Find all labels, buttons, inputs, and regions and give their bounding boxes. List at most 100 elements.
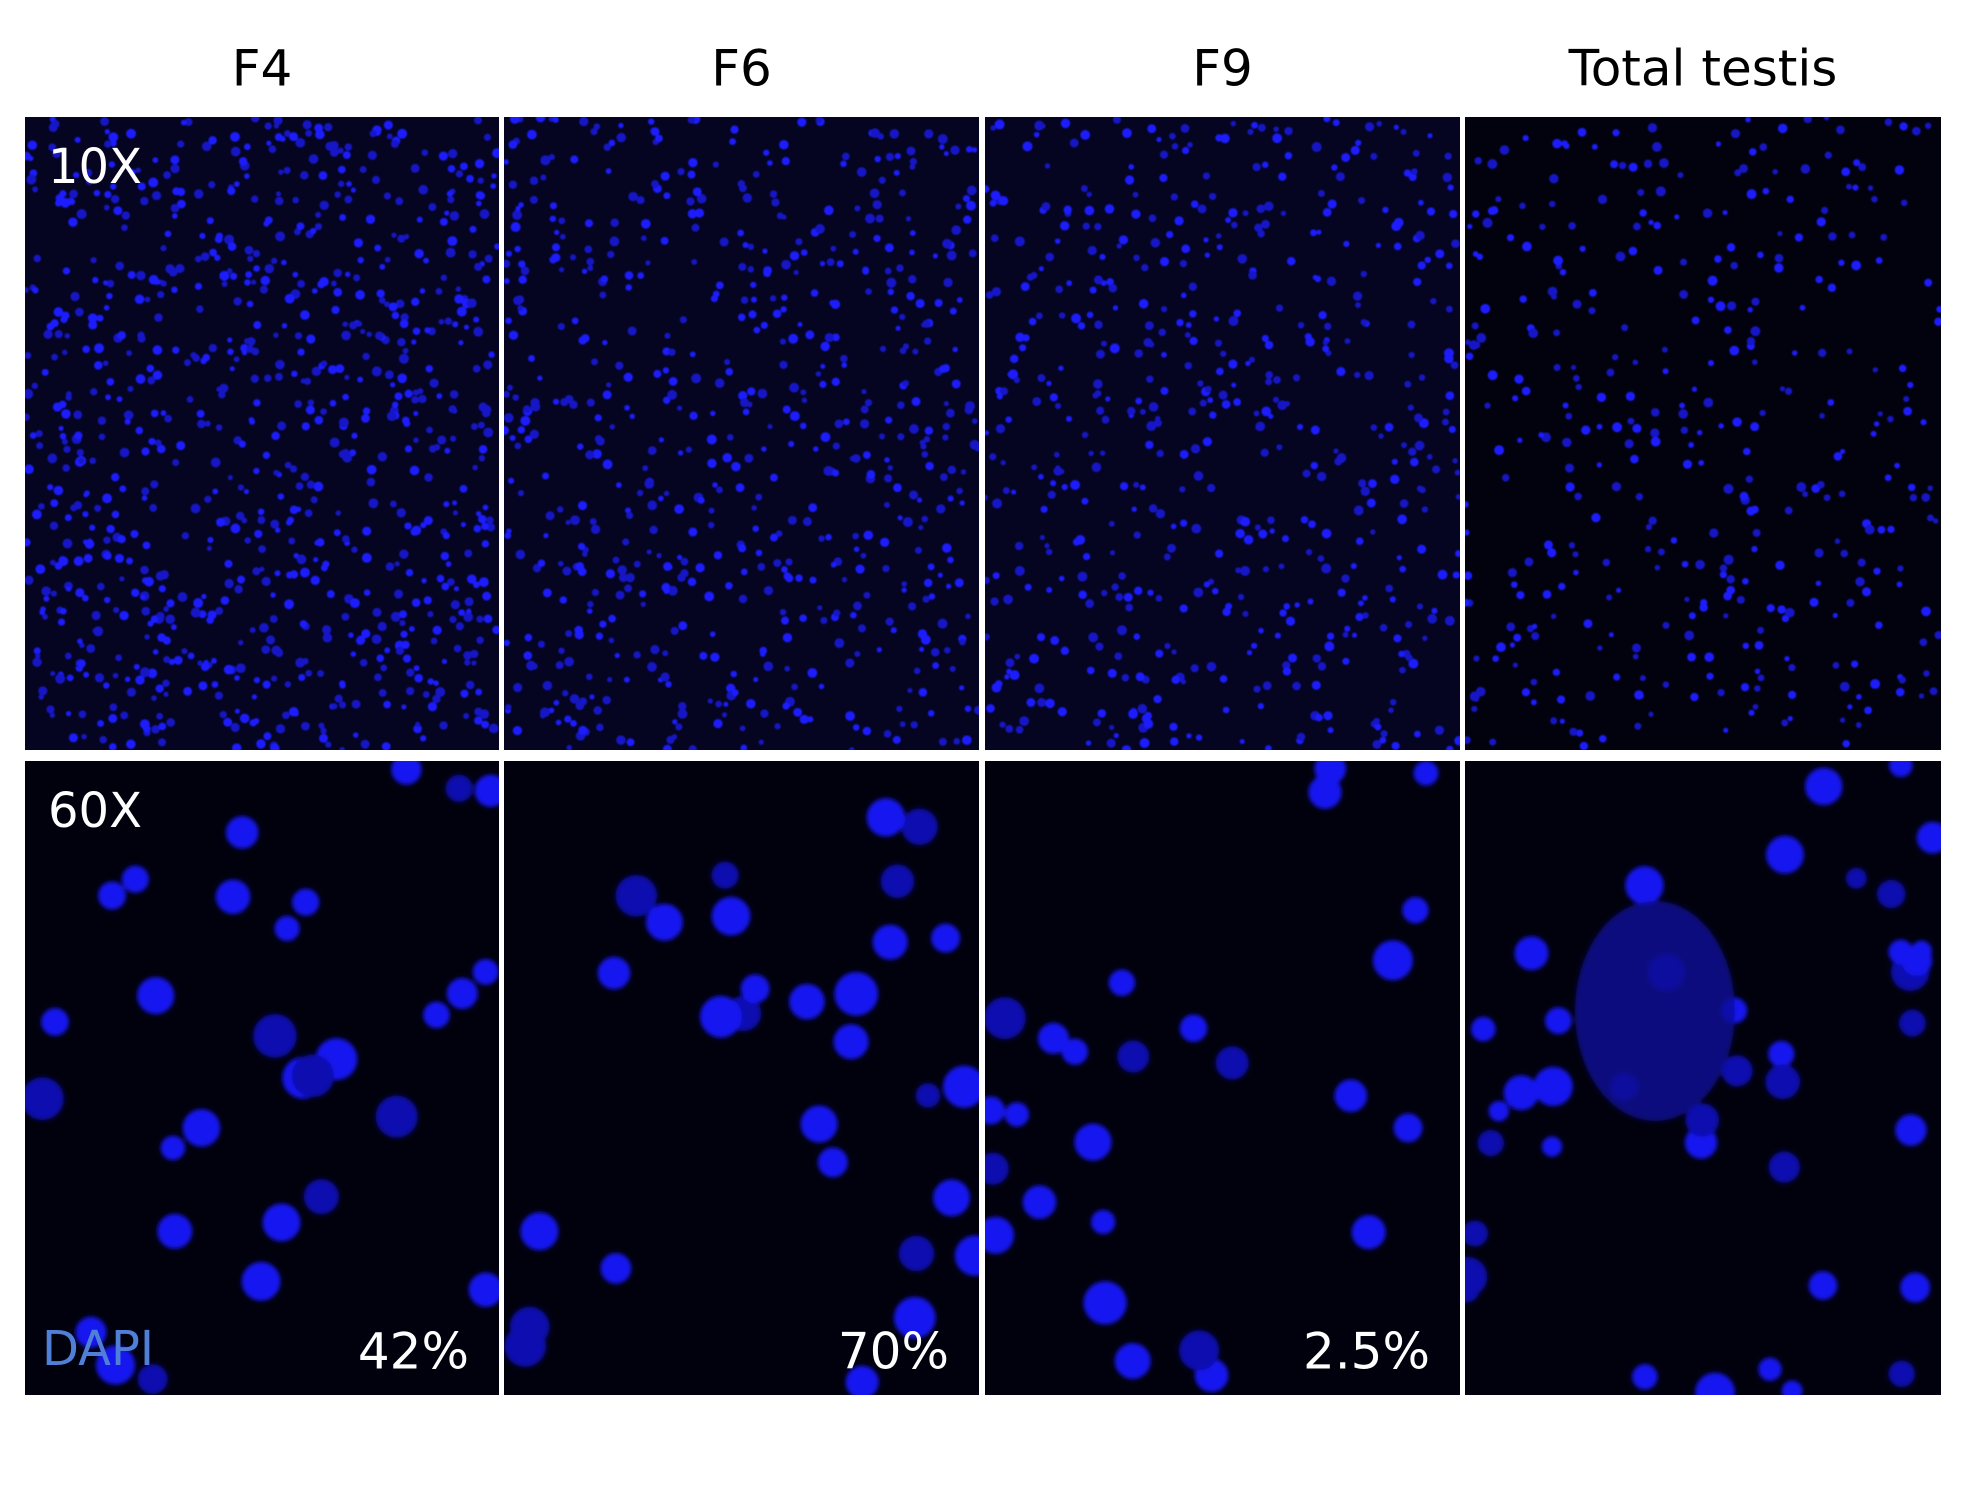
nucleus bbox=[1726, 585, 1736, 595]
nucleus bbox=[346, 181, 352, 187]
nucleus bbox=[925, 461, 934, 471]
nucleus bbox=[1343, 240, 1350, 248]
nucleus bbox=[1487, 159, 1498, 170]
nucleus bbox=[1559, 268, 1567, 276]
nucleus bbox=[1480, 303, 1491, 314]
nucleus bbox=[1135, 397, 1143, 405]
nucleus bbox=[264, 263, 274, 274]
nucleus bbox=[1688, 442, 1694, 448]
nucleus bbox=[1399, 565, 1407, 573]
nucleus bbox=[313, 481, 324, 492]
nucleus bbox=[82, 345, 90, 354]
nucleus bbox=[481, 522, 489, 531]
nucleus bbox=[300, 171, 309, 180]
nucleus bbox=[1681, 560, 1689, 568]
nucleus bbox=[141, 487, 150, 496]
nucleus bbox=[651, 180, 659, 188]
nucleus bbox=[738, 391, 748, 401]
nucleus bbox=[257, 516, 266, 524]
nucleus bbox=[1419, 486, 1426, 494]
nucleus bbox=[1286, 256, 1296, 266]
nucleus bbox=[1190, 200, 1199, 209]
nucleus bbox=[1256, 204, 1266, 214]
nucleus bbox=[1766, 604, 1775, 613]
nucleus bbox=[170, 203, 180, 213]
nucleus bbox=[338, 417, 349, 428]
nucleus bbox=[445, 774, 473, 802]
nucleus bbox=[262, 1203, 301, 1242]
stain-label: DAPI bbox=[42, 1321, 154, 1377]
nucleus bbox=[1284, 151, 1293, 160]
nucleus bbox=[906, 291, 915, 301]
nucleus bbox=[1550, 717, 1558, 725]
nucleus bbox=[1877, 525, 1886, 534]
nucleus bbox=[559, 233, 566, 240]
nucleus bbox=[1272, 396, 1279, 403]
nucleus bbox=[483, 360, 493, 370]
nucleus bbox=[742, 193, 752, 203]
nucleus bbox=[515, 549, 526, 560]
nucleus bbox=[483, 133, 492, 141]
nucleus bbox=[647, 446, 657, 455]
nucleus bbox=[244, 537, 251, 544]
nucleus bbox=[571, 317, 579, 325]
nucleus bbox=[360, 739, 370, 749]
nucleus bbox=[135, 167, 141, 174]
nucleus bbox=[942, 238, 952, 249]
nucleus bbox=[833, 1024, 869, 1060]
nucleus bbox=[895, 325, 901, 331]
nucleus bbox=[1846, 348, 1853, 355]
nucleus bbox=[1049, 393, 1058, 402]
nucleus bbox=[314, 223, 322, 231]
nucleus bbox=[570, 515, 580, 526]
nucleus bbox=[647, 500, 658, 511]
nucleus bbox=[1591, 513, 1601, 523]
nucleus bbox=[1245, 360, 1251, 367]
nucleus bbox=[1919, 638, 1928, 647]
nucleus bbox=[1702, 208, 1713, 219]
nucleus bbox=[148, 437, 156, 445]
nucleus bbox=[1757, 626, 1765, 634]
nucleus bbox=[74, 431, 83, 440]
nucleus bbox=[42, 613, 48, 620]
nucleus bbox=[645, 903, 683, 941]
nucleus bbox=[439, 721, 448, 730]
nucleus bbox=[665, 681, 672, 688]
nucleus bbox=[1754, 641, 1764, 650]
nucleus bbox=[1742, 577, 1749, 585]
nucleus bbox=[249, 418, 256, 425]
nucleus bbox=[1022, 334, 1030, 342]
nucleus bbox=[349, 321, 358, 330]
nucleus bbox=[921, 450, 929, 458]
nucleus bbox=[204, 495, 212, 503]
nucleus bbox=[1465, 1220, 1488, 1247]
nucleus bbox=[1430, 297, 1437, 305]
nucleus bbox=[585, 673, 593, 681]
nucleus bbox=[375, 331, 384, 340]
nucleus bbox=[742, 242, 749, 248]
nucleus bbox=[1186, 733, 1192, 739]
nucleus bbox=[605, 569, 616, 579]
nucleus bbox=[298, 673, 306, 682]
nucleus bbox=[135, 374, 146, 384]
nucleus bbox=[171, 213, 178, 219]
nucleus bbox=[767, 424, 773, 430]
nucleus bbox=[1180, 679, 1187, 685]
nucleus bbox=[162, 636, 171, 645]
nucleus bbox=[985, 633, 990, 641]
nucleus bbox=[390, 611, 401, 622]
nucleus bbox=[945, 408, 955, 418]
nucleus bbox=[725, 581, 733, 590]
nucleus bbox=[998, 196, 1009, 206]
nucleus bbox=[1739, 491, 1749, 501]
nucleus bbox=[577, 542, 586, 551]
nucleus bbox=[636, 489, 644, 497]
nucleus bbox=[1341, 152, 1351, 162]
nucleus bbox=[1372, 940, 1413, 981]
nucleus bbox=[555, 719, 562, 726]
nucleus bbox=[1768, 1151, 1800, 1183]
nucleus bbox=[73, 556, 84, 567]
nucleus bbox=[819, 260, 826, 267]
nucleus bbox=[552, 398, 560, 405]
nucleus bbox=[530, 401, 541, 412]
